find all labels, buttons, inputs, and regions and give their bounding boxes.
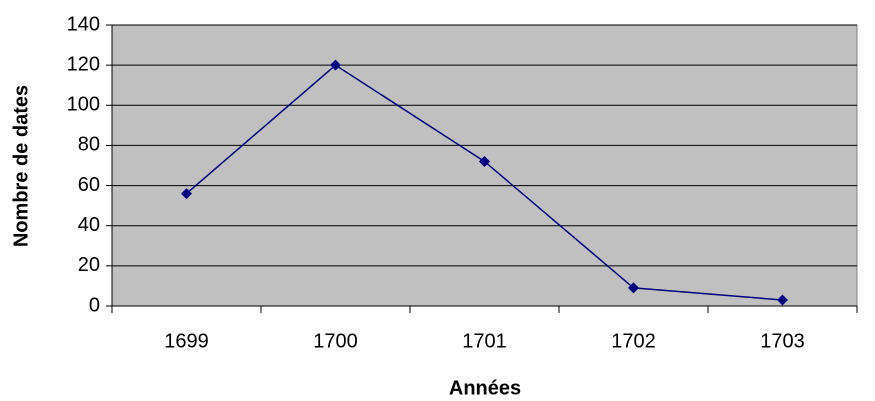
x-tick-label: 1702 <box>611 330 656 352</box>
x-tick-label: 1699 <box>164 330 209 352</box>
y-axis-title: Nombre de dates <box>10 85 32 247</box>
x-tick-label: 1700 <box>313 330 358 352</box>
y-tick-label: 60 <box>78 174 100 196</box>
marker <box>181 188 192 200</box>
y-tick-label: 80 <box>78 134 100 156</box>
y-tick-label: 120 <box>67 53 100 75</box>
y-tick-label: 40 <box>78 214 100 236</box>
y-tick-label: 100 <box>67 94 100 116</box>
marker <box>479 155 490 167</box>
marker <box>628 282 639 294</box>
marker <box>330 59 341 71</box>
y-tick-label: 20 <box>78 254 100 276</box>
x-axis-title: Années <box>449 377 521 399</box>
x-tick-label: 1701 <box>462 330 507 352</box>
marker <box>777 294 788 306</box>
y-tick-label: 0 <box>89 294 100 316</box>
x-tick-label: 1703 <box>760 330 805 352</box>
y-tick-label: 140 <box>67 13 100 35</box>
